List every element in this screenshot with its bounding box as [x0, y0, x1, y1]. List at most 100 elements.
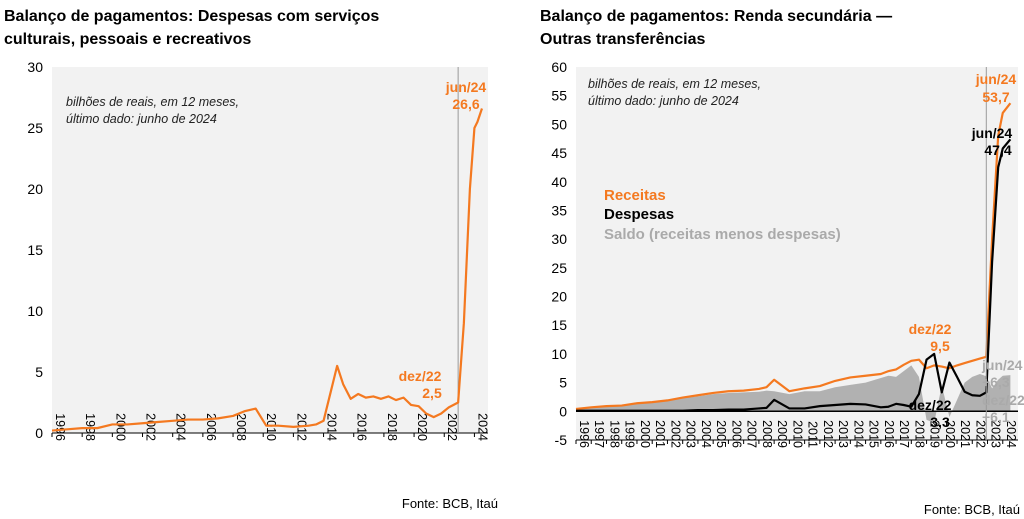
right-annotation-despesas-jun24-value: 47,4 [984, 142, 1011, 158]
r-y-tick-label: 30 [551, 231, 567, 247]
right-chart: Balanço de pagamentos: Renda secundária … [540, 8, 1024, 517]
r-x-tick-label: 2018 [912, 420, 926, 448]
l-x-tick-label: 2014 [325, 413, 339, 441]
l-x-tick-label: 1996 [53, 413, 67, 441]
right-series [575, 102, 1018, 423]
r-x-tick-label: 2003 [684, 420, 698, 448]
r-x-tick-label: 2004 [699, 420, 713, 448]
r-x-tick-label: 1996 [577, 420, 591, 448]
r-y-tick-label: 60 [551, 59, 567, 75]
right-chart-note-line-1: bilhões de reais, em 12 meses, [588, 77, 761, 91]
right-annotation-despesas-dez22-label: dez/22 [909, 397, 952, 413]
r-x-tick-label: 2005 [714, 420, 728, 448]
r-x-tick-label: 2014 [851, 420, 865, 448]
r-y-tick-label: -5 [555, 432, 568, 448]
r-y-tick-label: 0 [559, 403, 567, 419]
left-annotation-dez22-label: dez/22 [399, 368, 442, 384]
l-y-tick-label: 15 [27, 242, 43, 258]
l-x-tick-label: 2002 [144, 413, 158, 441]
right-annotation-saldo-jun24-value: +6,3 [982, 374, 1010, 390]
right-annotation-receitas-dez22-label: dez/22 [909, 321, 952, 337]
l-x-tick-label: 2000 [113, 413, 127, 441]
r-x-tick-label: 2015 [867, 420, 881, 448]
left-annotation-jun24-label: jun/24 [445, 79, 487, 95]
r-y-tick-label: 25 [551, 260, 567, 276]
l-y-tick-label: 20 [27, 181, 43, 197]
right-annotation-saldo-jun24-label: jun/24 [981, 357, 1023, 373]
left-plot-area [52, 67, 488, 433]
right-y-ticks: -5 0 5 10 15 20 25 30 35 40 45 50 55 60 [551, 59, 567, 448]
right-annotation-saldo-dez22-label: dez/22 [982, 392, 1024, 408]
right-annotation-despesas-dez22-value: 3,3 [930, 414, 950, 430]
l-x-tick-label: 2022 [445, 413, 459, 441]
r-x-tick-label: 2011 [806, 421, 820, 448]
r-y-tick-label: 35 [551, 202, 567, 218]
r-y-tick-label: 50 [551, 116, 567, 132]
l-x-tick-label: 2008 [234, 413, 248, 441]
r-x-tick-label: 2023 [989, 420, 1003, 448]
right-legend-despesas: Despesas [604, 206, 674, 223]
l-y-tick-label: 25 [27, 120, 43, 136]
l-x-tick-label: 2020 [415, 413, 429, 441]
l-y-tick-label: 10 [27, 303, 43, 319]
right-chart-title-line-1: Balanço de pagamentos: Renda secundária … [540, 8, 892, 25]
r-y-tick-label: 55 [551, 88, 567, 104]
r-series-saldo-receitas-menos-despesas- [576, 365, 1011, 423]
left-series [51, 108, 484, 432]
l-y-tick-label: 0 [35, 425, 43, 441]
left-annotation-dez22-value: 2,5 [422, 385, 442, 401]
l-x-tick-label: 2018 [385, 413, 399, 441]
l-x-tick-label: 2024 [475, 413, 489, 441]
r-y-tick-label: 5 [559, 375, 567, 391]
r-x-tick-label: 2008 [760, 420, 774, 448]
right-chart-note-line-2: último dado: junho de 2024 [588, 94, 739, 108]
r-x-tick-label: 2019 [928, 420, 942, 448]
r-x-tick-label: 2021 [958, 420, 972, 448]
right-annotation-despesas-jun24-label: jun/24 [971, 125, 1013, 141]
left-chart-note-line-2: último dado: junho de 2024 [66, 112, 217, 126]
right-chart-title-line-2: Outras transferências [540, 31, 706, 48]
left-source: Fonte: BCB, Itaú [402, 496, 498, 511]
r-x-tick-label: 2000 [638, 420, 652, 448]
l-y-tick-label: 5 [35, 364, 43, 380]
l-x-tick-label: 2006 [204, 413, 218, 441]
l-y-tick-label: 30 [27, 59, 43, 75]
left-annotation-jun24-value: 26,6 [452, 96, 479, 112]
r-series-receitas [575, 102, 1012, 411]
r-y-tick-label: 40 [551, 174, 567, 190]
r-x-tick-label: 1998 [607, 420, 621, 448]
right-source: Fonte: BCB, Itaú [924, 502, 1020, 517]
l-x-tick-label: 2010 [264, 413, 278, 441]
r-y-tick-label: 15 [551, 317, 567, 333]
left-y-ticks: 0 5 10 15 20 25 30 [27, 59, 43, 441]
r-x-tick-label: 2007 [745, 420, 759, 448]
right-x-ticks: 1996 1997 1998 1999 2000 2001 2002 2003 2004 2005… [575, 420, 1018, 448]
r-x-tick-label: 2016 [882, 420, 896, 448]
right-annotation-receitas-jun24-value: 53,7 [982, 89, 1009, 105]
r-x-tick-label: 2017 [897, 420, 911, 448]
r-y-tick-label: 45 [551, 145, 567, 161]
r-x-tick-label: 2010 [790, 420, 804, 448]
r-x-tick-label: 2009 [775, 420, 789, 448]
left-chart: Balanço de pagamentos: Despesas com serv… [4, 8, 498, 511]
r-x-tick-label: 2013 [836, 420, 850, 448]
left-chart-title-line-1: Balanço de pagamentos: Despesas com serv… [4, 8, 379, 25]
r-y-tick-label: 10 [551, 346, 567, 362]
left-chart-note-line-1: bilhões de reais, em 12 meses, [66, 95, 239, 109]
right-legend-saldo: Saldo (receitas menos despesas) [604, 226, 841, 243]
right-legend-receitas: Receitas [604, 187, 666, 204]
r-x-tick-label: 2024 [1004, 420, 1018, 448]
r-x-tick-label: 1997 [592, 420, 606, 448]
left-chart-title-line-2: culturais, pessoais e recreativos [4, 31, 251, 48]
r-x-tick-label: 2020 [943, 420, 957, 448]
right-annotation-receitas-jun24-label: jun/24 [975, 71, 1017, 87]
right-annotation-saldo-dez22-value: +6,1 [982, 409, 1010, 425]
l-x-tick-label: 2016 [355, 413, 369, 441]
l-x-tick-label: 2004 [174, 413, 188, 441]
left-x-ticks: 1996 1998 2000 2002 2004 2006 2008 2010 2012 2014… [51, 413, 489, 441]
r-x-tick-label: 2012 [821, 420, 835, 448]
r-x-tick-label: 2006 [729, 420, 743, 448]
r-x-tick-label: 2022 [973, 420, 987, 448]
l-series-series [51, 108, 484, 432]
